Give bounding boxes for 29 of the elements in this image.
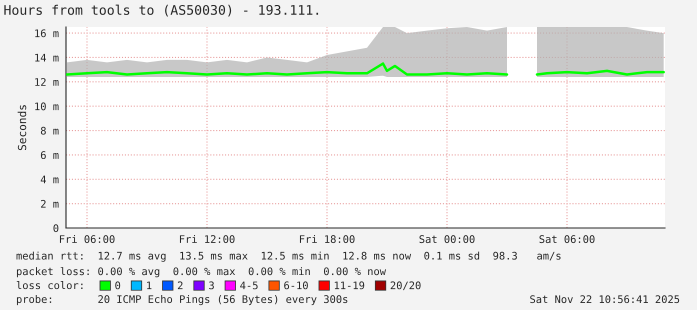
legend-label: 20/20 bbox=[390, 281, 421, 290]
legend-label: 4-5 bbox=[240, 282, 258, 290]
y-tick-label: 4 m bbox=[40, 176, 59, 184]
y-tick-label: 8 m bbox=[40, 126, 59, 135]
x-tick-label: Sat 00:00 bbox=[419, 235, 475, 244]
chart-title: Hours from tools to (AS50030) - 193.111. bbox=[4, 4, 318, 16]
legend-label: 11-19 bbox=[334, 281, 364, 290]
text: median rtt: 12.7 ms avg 13.5 ms max 12.5 ms min 12.8 ms now 0.1 ms sd 98.3 am/s bbox=[16, 252, 561, 262]
legend-label: 1 bbox=[147, 282, 152, 290]
y-tick-label: 0 bbox=[53, 224, 58, 232]
y-tick-label: 12 m bbox=[35, 78, 59, 86]
legend-label: 0 bbox=[115, 281, 120, 290]
x-tick-label: Fri 12:00 bbox=[180, 235, 235, 244]
y-tick-label: 10 m bbox=[35, 102, 59, 110]
x-tick-label: Fri 18:00 bbox=[300, 235, 355, 244]
text: probe: 20 ICMP Echo Pings (56 Bytes) every 300s bbox=[16, 295, 348, 306]
legend-label: 6-10 bbox=[284, 281, 308, 290]
x-tick-label: Fri 06:00 bbox=[60, 235, 115, 244]
legend-label: 3 bbox=[209, 281, 214, 290]
y-tick-label: 6 m bbox=[40, 151, 59, 160]
text: Sat Nov 22 10:56:41 2025 bbox=[530, 295, 680, 304]
x-tick-label: Sat 06:00 bbox=[539, 235, 595, 244]
y-tick-label: 16 m bbox=[35, 29, 59, 38]
y-tick-label: 2 m bbox=[41, 200, 59, 208]
text: packet loss: 0.00 % avg 0.00 % max 0.00 % min 0.00 % now bbox=[16, 267, 386, 278]
y-axis-title: Seconds bbox=[18, 105, 26, 150]
legend-title: loss color: bbox=[16, 281, 82, 290]
legend-label: 2 bbox=[178, 281, 183, 290]
y-tick-label: 14 m bbox=[35, 54, 59, 62]
